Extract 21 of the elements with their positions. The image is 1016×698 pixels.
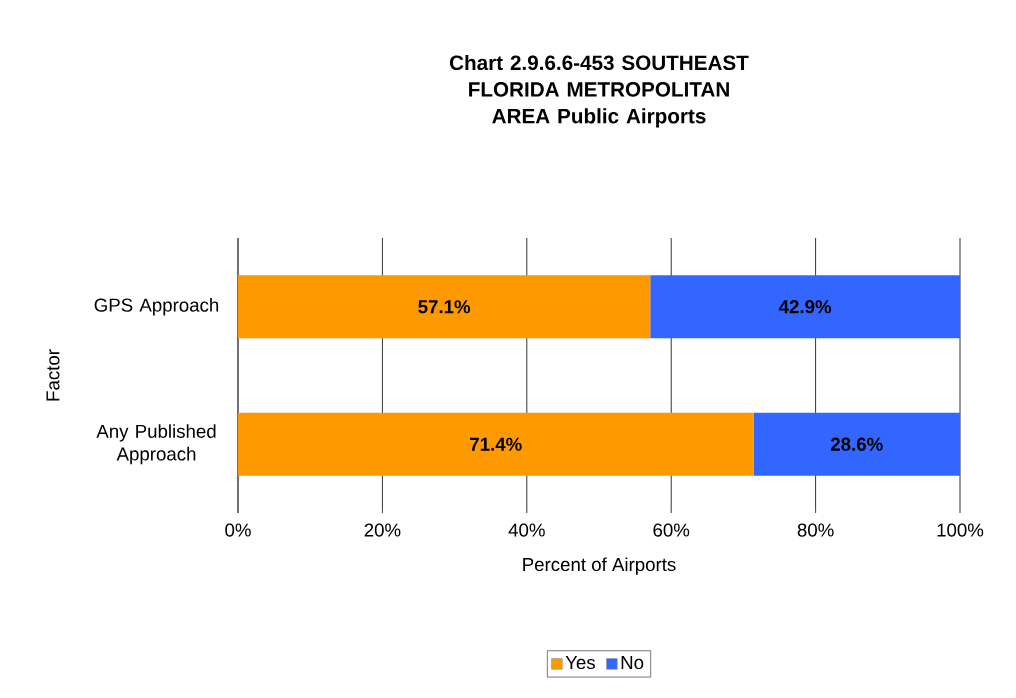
data-label: 57.1% xyxy=(418,300,471,314)
x-tick-label: 20% xyxy=(364,523,401,537)
x-tick-label: 0% xyxy=(225,523,251,537)
data-label: 28.6% xyxy=(830,437,883,451)
data-label: 42.9% xyxy=(778,300,832,314)
y-tick-label: GPS Approach xyxy=(94,298,219,316)
bar xyxy=(238,412,754,476)
legend-label: No xyxy=(621,656,644,670)
legend-label: Yes xyxy=(565,656,595,670)
bar xyxy=(238,275,651,339)
x-tick-label: 40% xyxy=(508,523,545,537)
data-label: 71.4% xyxy=(470,437,522,451)
bar xyxy=(753,412,960,476)
bar xyxy=(650,275,960,339)
x-tick-label: 60% xyxy=(653,523,690,537)
x-tick-label: 80% xyxy=(797,523,834,537)
x-tick-label: 100% xyxy=(937,523,984,537)
x-axis-title: Percent of Airports xyxy=(523,557,676,575)
chart-title: Chart 2.9.6.6-453 SOUTHEAST FLORIDA METROPOLITAN AREA Public Airports xyxy=(449,54,749,128)
y-tick-label: Any Published Approach xyxy=(96,424,216,465)
y-axis-title: Factor xyxy=(46,349,60,401)
